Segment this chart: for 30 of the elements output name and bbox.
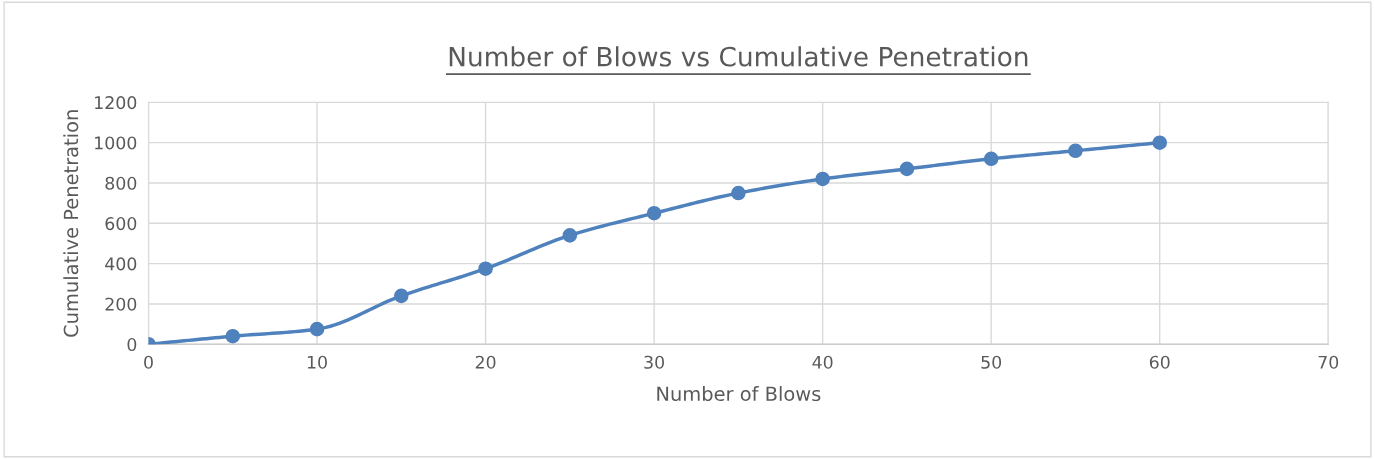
x-tick-label: 40 bbox=[812, 355, 833, 369]
x-tick-label: 50 bbox=[981, 355, 1002, 369]
point bbox=[478, 261, 493, 276]
point bbox=[815, 171, 830, 187]
point bbox=[562, 228, 578, 243]
point bbox=[225, 328, 241, 344]
x-tick-label: 0 bbox=[144, 355, 153, 369]
point bbox=[1152, 135, 1167, 150]
x-axis-title: Number of Blows bbox=[657, 386, 821, 402]
point bbox=[983, 151, 999, 167]
y-tick-label: 0 bbox=[127, 337, 137, 352]
point bbox=[394, 288, 409, 304]
chart-title: Number of Blows vs Cumulative Penetration bbox=[449, 46, 1028, 67]
x-tick-label: 70 bbox=[1318, 355, 1339, 369]
y-axis-title: Cumulative Penetration bbox=[63, 110, 79, 337]
point bbox=[646, 205, 662, 221]
y-tick-label: 1200 bbox=[95, 96, 137, 110]
y-tick-label: 1000 bbox=[95, 136, 137, 150]
point bbox=[899, 161, 915, 177]
x-tick-label: 20 bbox=[475, 355, 496, 369]
y-tick-label: 400 bbox=[105, 257, 137, 271]
point bbox=[731, 185, 746, 201]
x-tick-label: 60 bbox=[1149, 355, 1170, 369]
x-tick-label: 10 bbox=[307, 355, 327, 369]
x-tick-label: 30 bbox=[644, 355, 664, 369]
point bbox=[1068, 143, 1083, 159]
y-tick-label: 800 bbox=[105, 176, 137, 190]
y-tick-label: 200 bbox=[105, 297, 137, 311]
point bbox=[309, 321, 325, 337]
y-tick-label: 600 bbox=[105, 217, 137, 231]
